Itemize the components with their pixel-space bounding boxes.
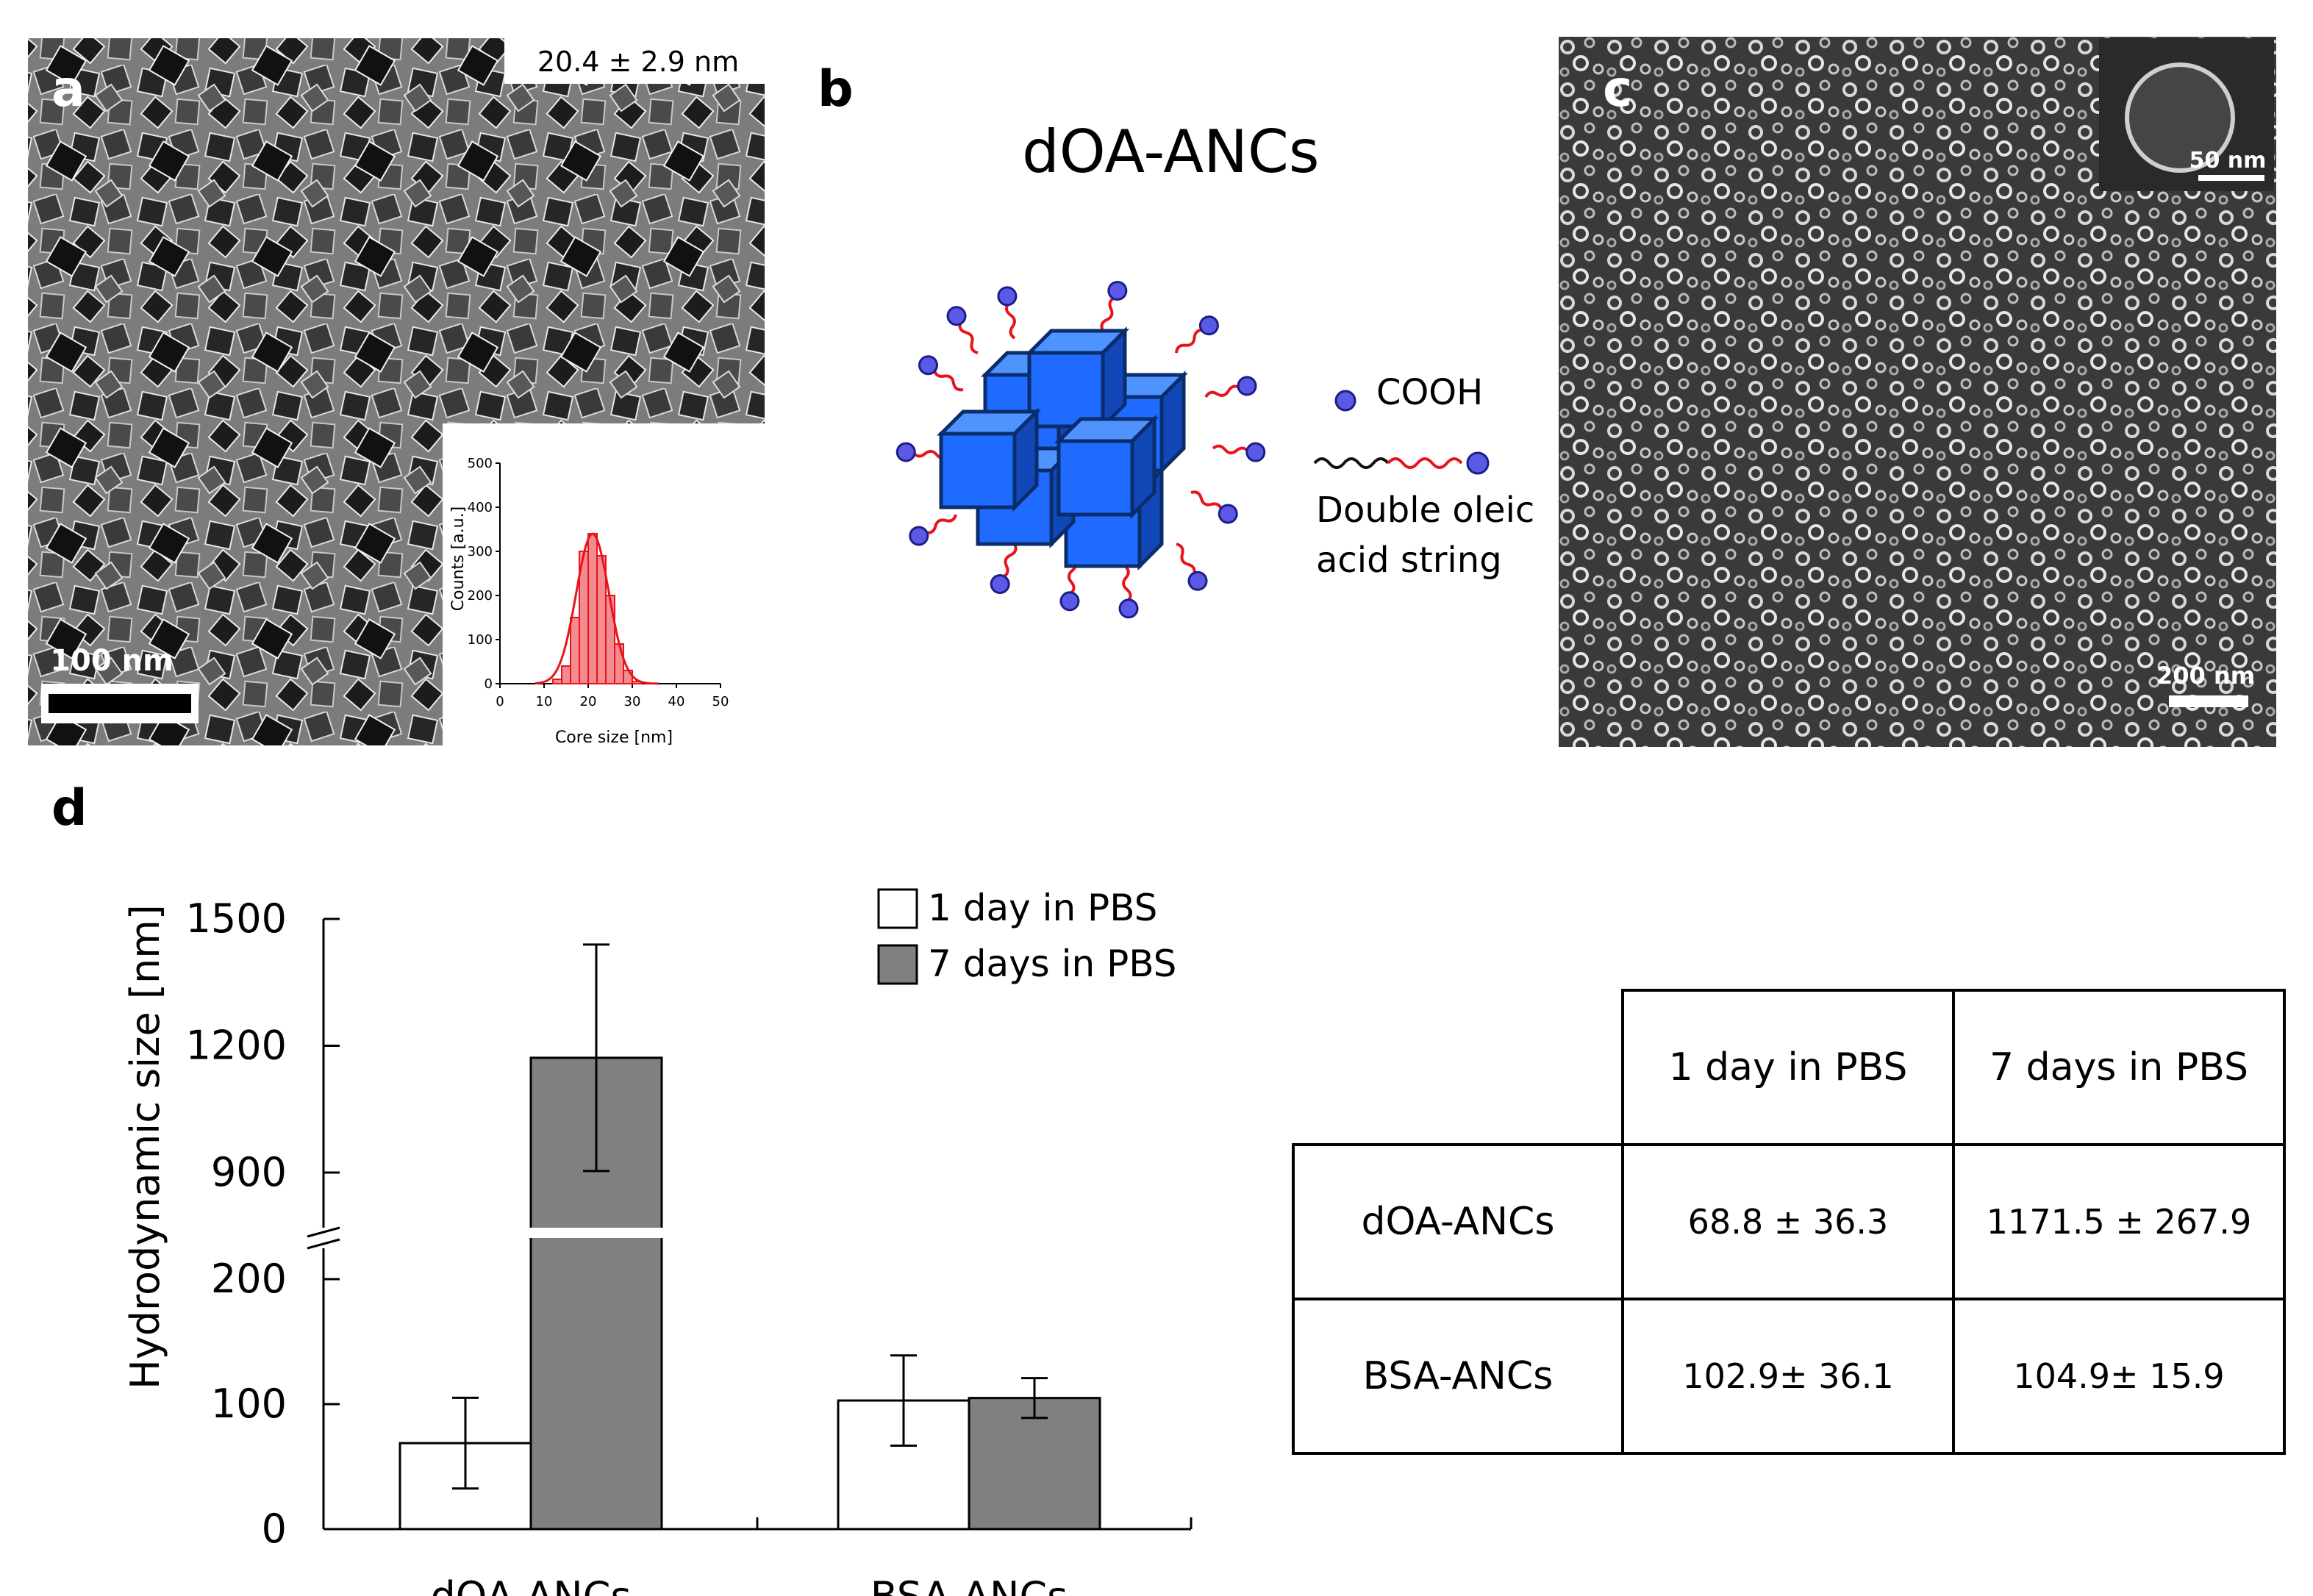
- oleic-string-legend-icon: [1313, 451, 1490, 475]
- oleic-string-legend-label: Double oleic acid string: [1316, 485, 1534, 585]
- histogram-ylabel: Counts [a.u.]: [449, 507, 468, 611]
- histogram-bar: [596, 555, 607, 684]
- table-cell: 1171.5 ± 267.9: [1952, 1143, 2286, 1300]
- x-category-label: dOA-ANCs: [430, 1573, 631, 1596]
- table-row: dOA-ANCs 68.8 ± 36.3 1171.5 ± 267.9: [1292, 1143, 2286, 1300]
- table-row: BSA-ANCs 102.9± 36.1 104.9± 15.9: [1292, 1298, 2286, 1455]
- sem-scale-bar: [2169, 695, 2248, 707]
- histogram-bar: [561, 665, 571, 684]
- y-tick-label: 1200: [186, 1023, 287, 1069]
- histogram-bar: [587, 533, 598, 684]
- x-category-label: BSA-ANCs: [870, 1573, 1068, 1596]
- y-tick-label: 100: [211, 1381, 287, 1427]
- table-col-1day: 1 day in PBS: [1621, 989, 1955, 1146]
- hydrodynamic-size-table: 1 day in PBS 7 days in PBS dOA-ANCs 68.8…: [1292, 989, 2286, 1455]
- oleic-string-line-2: acid string: [1316, 540, 1502, 581]
- histogram-x-tick-label: 50: [712, 694, 729, 709]
- histogram-x-tick-label: 40: [668, 694, 685, 709]
- legend-swatch: [877, 888, 918, 929]
- histogram-x-tick-label: 30: [624, 694, 641, 709]
- table-cell: 68.8 ± 36.3: [1621, 1143, 1955, 1300]
- y-tick-label: 200: [211, 1256, 287, 1302]
- y-tick-label: 1500: [186, 895, 287, 942]
- histogram-y-tick-label: 0: [485, 676, 493, 692]
- table-cell: 104.9± 15.9: [1952, 1298, 2286, 1455]
- legend-label: 1 day in PBS: [928, 887, 1157, 929]
- bar: [968, 1397, 1101, 1531]
- histogram-bar: [552, 679, 562, 684]
- panel-label-b: b: [818, 60, 854, 118]
- panel-label-c: c: [1603, 60, 1633, 118]
- legend-swatch: [877, 944, 918, 985]
- oleic-string-line-1: Double oleic: [1316, 490, 1535, 531]
- table-row-label: BSA-ANCs: [1292, 1298, 1624, 1455]
- axis-break-mark: [307, 1226, 340, 1238]
- histogram-xlabel: Core size [nm]: [555, 729, 673, 747]
- table-row-label: dOA-ANCs: [1292, 1143, 1624, 1300]
- bar-break-gap: [528, 1228, 665, 1238]
- axis-break-mark: [307, 1238, 340, 1250]
- histogram-y-tick-label: 400: [468, 500, 493, 515]
- size-caption: 20.4 ± 2.9 nm: [537, 46, 739, 78]
- sem-inset-scale-label: 50 nm: [2189, 148, 2267, 173]
- nanocluster-schematic: [895, 278, 1267, 620]
- cooh-legend-label: COOH: [1376, 372, 1484, 413]
- histogram-x-tick-label: 10: [536, 694, 553, 709]
- histogram-y-tick-label: 100: [468, 632, 493, 648]
- legend-label: 7 days in PBS: [928, 942, 1176, 985]
- sem-scale-label: 200 nm: [2156, 662, 2255, 690]
- panel-label-d: d: [51, 779, 87, 837]
- histogram-bar: [605, 595, 615, 684]
- histogram-fit-curve: [535, 532, 659, 685]
- histogram-y-tick-label: 500: [468, 456, 493, 471]
- histogram-x-tick-label: 20: [580, 694, 597, 709]
- histogram-bar: [570, 617, 580, 684]
- magnetite-cubes: [941, 331, 1184, 566]
- schematic-title: dOA-ANCs: [1022, 118, 1320, 186]
- y-tick-label: 0: [262, 1506, 287, 1552]
- tem-scale-label: 100 nm: [50, 644, 174, 678]
- table-cell: 102.9± 36.1: [1621, 1298, 1955, 1455]
- hydrodynamic-size-chart: 0 100 200 900 1200 1500 dOA-ANCs BSA-ANCs 1 day …: [122, 887, 1193, 1596]
- panel-a: 20.4 ± 2.9 nm 100 nm: [28, 37, 779, 757]
- bar-chart-ylabel: Hydrodynamic size [nm]: [122, 904, 168, 1389]
- y-tick-label: 900: [211, 1149, 287, 1195]
- histogram-x-tick-label: 0: [496, 694, 504, 709]
- table-corner: [1293, 990, 1624, 1146]
- cooh-legend-icon: [1334, 390, 1356, 412]
- histogram-y-tick-label: 200: [468, 588, 493, 604]
- histogram-y-tick-label: 300: [468, 544, 493, 559]
- panel-label-a: a: [51, 60, 85, 118]
- panel-c: 50 nm 200 nm: [1559, 37, 2276, 747]
- table-col-7days: 7 days in PBS: [1952, 989, 2286, 1146]
- histogram-bar: [614, 643, 624, 684]
